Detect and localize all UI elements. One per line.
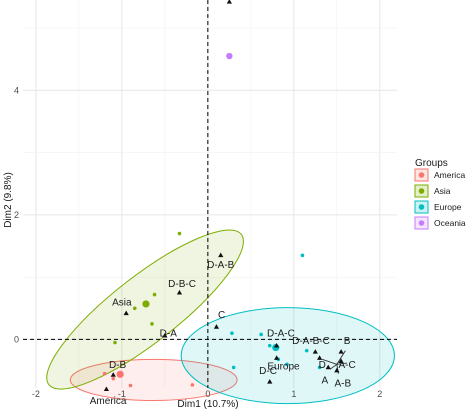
legend-title: Groups bbox=[415, 158, 448, 169]
point-america bbox=[128, 383, 133, 388]
x-tick-label: 2 bbox=[377, 389, 382, 399]
legend-key-dot bbox=[418, 172, 425, 178]
variable-triangle bbox=[226, 0, 232, 4]
variable-label: Asia bbox=[112, 298, 132, 309]
y-tick-label: 2 bbox=[14, 210, 19, 220]
variable-triangle bbox=[334, 367, 340, 373]
legend-label: America bbox=[434, 170, 465, 180]
variable-label: D-A-C bbox=[267, 329, 295, 340]
variable-label: C bbox=[218, 310, 225, 321]
point-europe bbox=[230, 331, 234, 335]
variable-label: A-B bbox=[334, 379, 351, 390]
legend: Groups America Asia Europe Oceania bbox=[414, 158, 466, 230]
variable-triangle bbox=[103, 386, 109, 392]
x-tick-label: 1 bbox=[291, 389, 296, 399]
legend-label: Asia bbox=[434, 186, 451, 196]
variable-triangle bbox=[317, 355, 323, 360]
variable-triangle bbox=[325, 364, 331, 370]
variable-triangle bbox=[162, 332, 168, 338]
variable-triangle bbox=[274, 355, 280, 360]
point-asia bbox=[113, 340, 117, 345]
arrow-line bbox=[322, 358, 337, 365]
variable-triangle bbox=[312, 349, 318, 354]
centroid-asia bbox=[142, 300, 150, 308]
point-europe bbox=[267, 343, 272, 348]
variable-label: D-B bbox=[109, 360, 127, 371]
ellipse-america bbox=[69, 358, 238, 401]
point-america bbox=[102, 371, 107, 376]
point-asia bbox=[150, 322, 154, 326]
x-tick-label: -1 bbox=[118, 389, 126, 399]
point-america bbox=[190, 383, 195, 387]
variable-label: A-C bbox=[339, 360, 356, 371]
confidence-ellipses bbox=[46, 229, 395, 405]
variable-triangle bbox=[123, 310, 129, 316]
variable-label: D-A-B bbox=[207, 260, 235, 271]
variable-triangle bbox=[338, 349, 344, 354]
variable-label: D-B-C bbox=[168, 279, 196, 290]
variable-triangle bbox=[267, 378, 273, 384]
legend-key-dot bbox=[418, 220, 425, 226]
legend-label: Europe bbox=[434, 202, 462, 212]
variable-label: D-A-B-C bbox=[292, 336, 330, 347]
y-tick-label: 4 bbox=[14, 85, 19, 95]
x-axis-title: Dim1 (10.7%) bbox=[177, 399, 238, 410]
data-points bbox=[102, 52, 322, 388]
variable-label: Europe bbox=[267, 362, 300, 373]
arrow-line bbox=[329, 363, 338, 370]
point-europe bbox=[231, 365, 236, 370]
point-asia bbox=[132, 306, 137, 311]
variable-triangle bbox=[213, 324, 220, 329]
variable-label: B bbox=[344, 336, 351, 347]
x-tick-label: -2 bbox=[32, 389, 40, 399]
variable-label: A bbox=[321, 375, 328, 386]
variable-label: D bbox=[319, 360, 326, 371]
point-asia bbox=[152, 292, 157, 297]
point-america bbox=[111, 376, 116, 381]
arrow-line bbox=[336, 362, 348, 365]
variable-triangle bbox=[274, 342, 280, 348]
point-oceania bbox=[226, 52, 233, 60]
variable-triangle bbox=[338, 358, 344, 364]
variable-triangle bbox=[110, 372, 116, 377]
point-europe bbox=[259, 332, 263, 337]
variable-label: D-A bbox=[160, 329, 178, 340]
legend-key-dot bbox=[418, 204, 425, 210]
arrow-line bbox=[336, 350, 346, 365]
variable-triangle bbox=[218, 252, 224, 258]
variable-triangle bbox=[176, 289, 183, 295]
x-tick-label: 0 bbox=[205, 389, 210, 399]
centroid-america bbox=[116, 370, 124, 378]
variable-markers: OceaniaD-A-BD-B-CAsiaD-AD-BAmericaCD-A-C… bbox=[90, 0, 356, 407]
tick-labels: -2 -1 0 1 2 0 2 4 bbox=[14, 85, 382, 399]
point-europe bbox=[285, 362, 289, 367]
legend-key-dot bbox=[418, 188, 425, 194]
y-tick-label: 0 bbox=[14, 334, 19, 344]
point-europe bbox=[304, 348, 309, 353]
legend-label: Oceania bbox=[434, 218, 466, 228]
point-asia bbox=[177, 231, 182, 236]
point-europe bbox=[317, 365, 322, 370]
variable-label: D-C bbox=[259, 366, 277, 377]
point-europe bbox=[300, 253, 305, 258]
ellipse-europe bbox=[180, 307, 395, 405]
y-axis-title: Dim2 (9.8%) bbox=[3, 172, 14, 228]
variable-label: America bbox=[90, 396, 127, 407]
reference-lines bbox=[23, 0, 397, 388]
